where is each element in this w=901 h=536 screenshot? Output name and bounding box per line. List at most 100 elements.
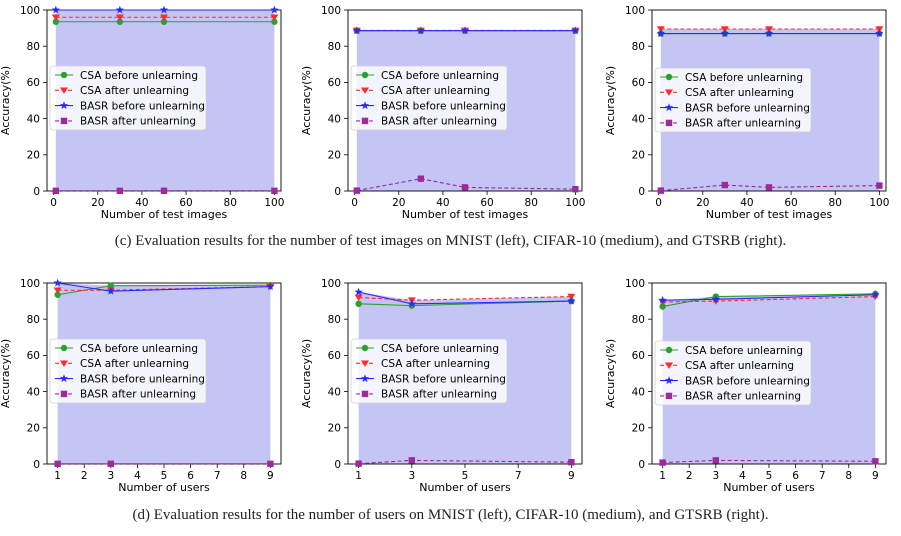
series-4-point — [721, 181, 729, 189]
x-tick-label: 80 — [525, 197, 538, 209]
x-tick-label: 40 — [135, 197, 148, 209]
plot-frame — [651, 9, 887, 192]
series-3-point — [407, 299, 416, 308]
x-tick-label: 9 — [872, 470, 879, 482]
y-tick-label: 60 — [27, 350, 40, 362]
legend-entry: BASR before unlearning — [685, 102, 810, 114]
y-tick-label: 80 — [27, 314, 40, 326]
chart-1: 0 20 40 60 80 100 0 20 40 60 80 100 Number of test i… — [0, 5, 284, 221]
x-tick-label: 100 — [264, 197, 284, 209]
legend-marker — [60, 360, 68, 367]
x-axis-label: Number of users — [723, 481, 815, 494]
chart-5: 1 3 5 7 9 0 20 40 60 80 100 Number of users Accuracy… — [300, 278, 583, 494]
series-3-point — [658, 295, 667, 304]
x-tick-label: 1 — [659, 470, 666, 482]
series-3-point — [875, 29, 884, 38]
series-3-point — [354, 287, 363, 296]
x-tick-label: 20 — [91, 197, 104, 209]
series-4-point — [353, 187, 361, 194]
legend-entry: CSA after unlearning — [685, 87, 794, 99]
series-2-point — [115, 14, 124, 21]
series-1-point — [116, 18, 124, 25]
x-axis-label: Number of test images — [706, 208, 833, 221]
x-tick-label: 7 — [214, 470, 221, 482]
y-tick-label: 0 — [334, 186, 341, 198]
legend-entry: CSA before unlearning — [685, 72, 803, 84]
series-1-point — [52, 18, 60, 25]
legend-marker — [60, 87, 68, 94]
y-tick-label: 80 — [632, 314, 645, 326]
legend-marker — [361, 390, 369, 398]
x-tick-label: 100 — [869, 197, 889, 209]
legend-marker — [360, 374, 370, 383]
x-axis-label: Number of test images — [402, 208, 529, 221]
legend-marker — [664, 103, 674, 112]
y-tick-label: 0 — [334, 459, 341, 471]
x-tick-label: 0 — [50, 197, 57, 209]
series-4-point — [876, 182, 883, 189]
x-tick-label: 5 — [462, 470, 469, 482]
series-4-point — [160, 187, 168, 195]
y-axis-label: Accuracy(%) — [0, 339, 12, 408]
x-tick-label: 0 — [655, 197, 662, 209]
series-3-point — [159, 5, 169, 14]
y-tick-label: 80 — [328, 314, 341, 326]
y-tick-label: 40 — [328, 113, 341, 125]
y-tick-label: 100 — [20, 5, 40, 17]
y-tick-label: 100 — [625, 5, 645, 17]
legend-entry: BASR after unlearning — [685, 118, 801, 130]
y-axis-label: Accuracy(%) — [300, 339, 313, 408]
chart-4: 1 2 3 4 5 6 7 8 9 0 20 40 60 80 100 Number of users Accu… — [0, 278, 282, 494]
caption-c: (c) Evaluation results for the number of… — [114, 233, 787, 249]
legend-entry: BASR after unlearning — [381, 116, 497, 128]
x-axis-label: Number of users — [419, 481, 511, 494]
series-4-point — [271, 187, 278, 195]
x-tick-label: 20 — [392, 197, 405, 209]
legend-marker — [361, 344, 369, 352]
series-4-point — [408, 457, 416, 464]
y-tick-label: 20 — [328, 423, 341, 435]
series-3-point — [106, 286, 115, 295]
legend-entry: BASR before unlearning — [381, 100, 506, 112]
legend-entry: CSA before unlearning — [80, 70, 198, 82]
legend-entry: BASR after unlearning — [80, 116, 196, 128]
x-tick-label: 20 — [696, 197, 709, 209]
legend-box — [350, 65, 508, 131]
y-tick-label: 60 — [632, 350, 645, 362]
series-3-point — [270, 5, 279, 14]
series-4-point — [116, 187, 124, 195]
series-3-point — [266, 282, 275, 291]
y-axis-label: Accuracy(%) — [0, 66, 12, 135]
x-tick-label: 2 — [81, 470, 88, 482]
legend-entry: CSA after unlearning — [381, 85, 490, 97]
x-tick-label: 60 — [784, 197, 797, 209]
legend-marker — [665, 119, 673, 127]
series-4-point — [765, 184, 773, 191]
x-axis-label: Number of test images — [101, 208, 228, 221]
series-4-point — [107, 460, 115, 468]
series-2-point — [51, 14, 60, 21]
y-tick-label: 20 — [27, 150, 40, 162]
x-tick-label: 8 — [845, 470, 852, 482]
y-tick-label: 80 — [632, 41, 645, 53]
y-tick-label: 100 — [321, 5, 341, 17]
legend-entry: CSA after unlearning — [381, 358, 490, 370]
series-4-point — [355, 460, 362, 467]
x-tick-label: 2 — [686, 470, 693, 482]
series-1-point — [160, 18, 168, 25]
chart-2: 0 20 40 60 80 100 0 20 40 60 80 100 Number of test i… — [300, 5, 585, 221]
legend-box — [49, 65, 207, 131]
legend-marker — [664, 376, 674, 385]
legend-box — [654, 340, 812, 406]
legend-entry: CSA before unlearning — [685, 345, 803, 357]
series-line-4 — [356, 178, 576, 192]
x-tick-label: 1 — [54, 470, 61, 482]
series-2-point — [270, 14, 279, 21]
x-tick-label: 3 — [712, 470, 719, 482]
x-tick-label: 6 — [187, 470, 194, 482]
legend-entry: CSA before unlearning — [80, 343, 198, 355]
series-4-point — [54, 460, 61, 468]
legend-entry: BASR before unlearning — [80, 100, 205, 112]
legend-box — [350, 338, 508, 404]
